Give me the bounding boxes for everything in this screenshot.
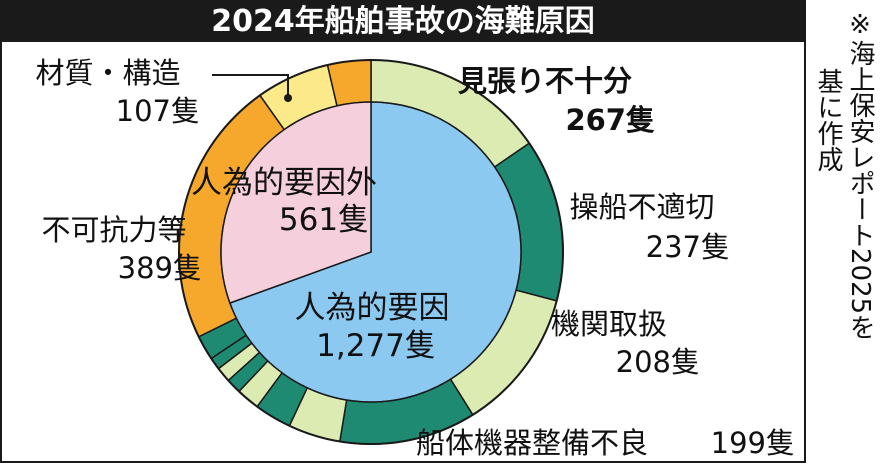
label-ship-handling: 操船不適切 xyxy=(569,190,714,224)
outer-ring xyxy=(178,59,564,445)
value-non-human-factor: 561隻 xyxy=(279,202,369,238)
inner-slice-human-factor xyxy=(228,101,522,403)
inner-pie xyxy=(220,101,522,403)
label-force-majeure: 不可抗力等 xyxy=(41,213,186,247)
label-non-human-factor: 人為的要因外 xyxy=(191,165,377,201)
value-human-factor: 1,277隻 xyxy=(316,328,436,364)
leader-line-material xyxy=(212,74,289,98)
value-lookout: 267隻 xyxy=(565,103,655,137)
value-ship-handling: 237隻 xyxy=(646,230,730,264)
chart-title: 2024年船舶事故の海難原因 xyxy=(211,4,595,39)
label-hull-maintenance: 船体機器整備不良 xyxy=(416,426,648,460)
label-engine-handling: 機関取扱 xyxy=(551,307,667,341)
leader-dot-material xyxy=(284,94,292,102)
inner-slice-non-human-factor xyxy=(220,101,372,304)
source-note-line-2: 基に作成 xyxy=(813,68,843,172)
value-engine-handling: 208隻 xyxy=(616,345,700,379)
title-background xyxy=(0,0,806,42)
label-lookout: 見張り不十分 xyxy=(458,64,632,98)
value-hull-maintenance: 199隻 xyxy=(711,426,795,460)
outer-ring-border xyxy=(178,59,564,445)
label-human-factor: 人為的要因 xyxy=(295,290,450,326)
label-material-structure: 材質・構造 xyxy=(35,56,180,90)
source-note-line-1: ※海上保安レポート2025を xyxy=(845,10,875,340)
value-force-majeure: 389隻 xyxy=(118,251,202,285)
value-material-structure: 107隻 xyxy=(116,94,200,128)
